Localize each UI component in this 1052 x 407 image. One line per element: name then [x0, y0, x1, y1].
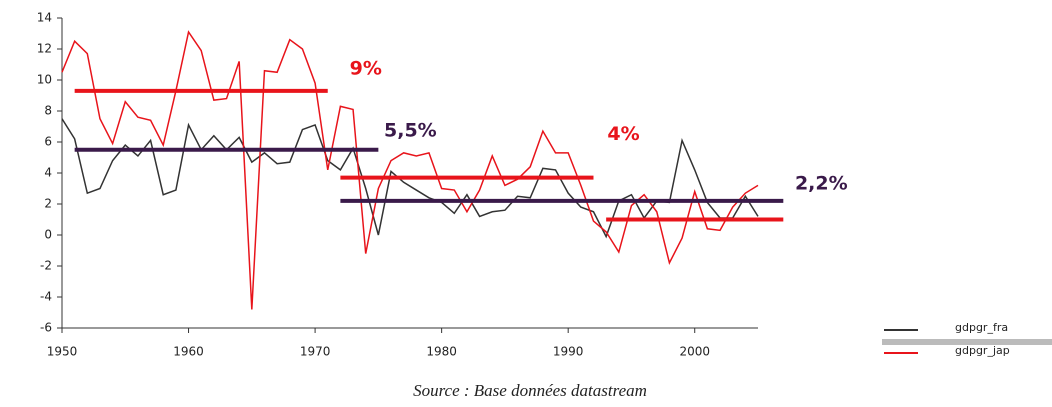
y-tick-label: 4	[44, 166, 52, 180]
average-label: 5,5%	[384, 120, 437, 142]
y-tick-label: 10	[37, 73, 52, 87]
x-tick-label: 1960	[173, 345, 204, 359]
average-label: 4%	[607, 123, 639, 145]
average-label: 2,2%	[795, 172, 848, 194]
legend-label: gdpgr_fra	[955, 321, 1008, 334]
legend-separator	[882, 339, 1052, 345]
y-tick-label: 2	[44, 197, 52, 211]
y-tick-label: 6	[44, 135, 52, 149]
y-tick-label: 14	[37, 11, 52, 25]
series-line	[61, 118, 759, 239]
series-line	[61, 30, 759, 310]
y-tick-label: -4	[40, 290, 52, 304]
y-tick-label: -6	[40, 321, 52, 335]
x-tick-label: 1980	[426, 345, 457, 359]
y-tick-label: 8	[44, 104, 52, 118]
x-tick-label: 2000	[679, 345, 710, 359]
x-tick-label: 1990	[553, 345, 584, 359]
legend-label: gdpgr_jap	[955, 344, 1010, 357]
average-label: 9%	[350, 58, 382, 80]
y-tick-label: -2	[40, 259, 52, 273]
y-tick-label: 0	[44, 228, 52, 242]
x-tick-label: 1970	[300, 345, 331, 359]
source: Source : Base données datastream	[413, 381, 647, 400]
x-tick-label: 1950	[47, 345, 78, 359]
y-tick-label: 12	[37, 42, 52, 56]
